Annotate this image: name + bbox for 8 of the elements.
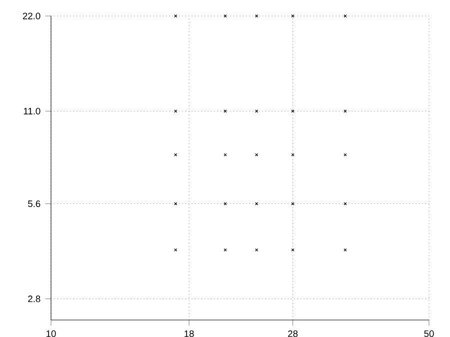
y-tick-label: 5.6 <box>28 200 40 208</box>
x-tick-label: 28 <box>288 330 298 337</box>
x-tick-label: 10 <box>46 330 56 337</box>
y-tick-label: 11.0 <box>24 108 40 114</box>
y-tick-label: 22.0 <box>22 12 40 20</box>
x-tick-label: 18 <box>184 330 194 337</box>
x-tick-label: 50 <box>424 330 434 337</box>
y-tick-label: 2.8 <box>28 296 40 302</box>
